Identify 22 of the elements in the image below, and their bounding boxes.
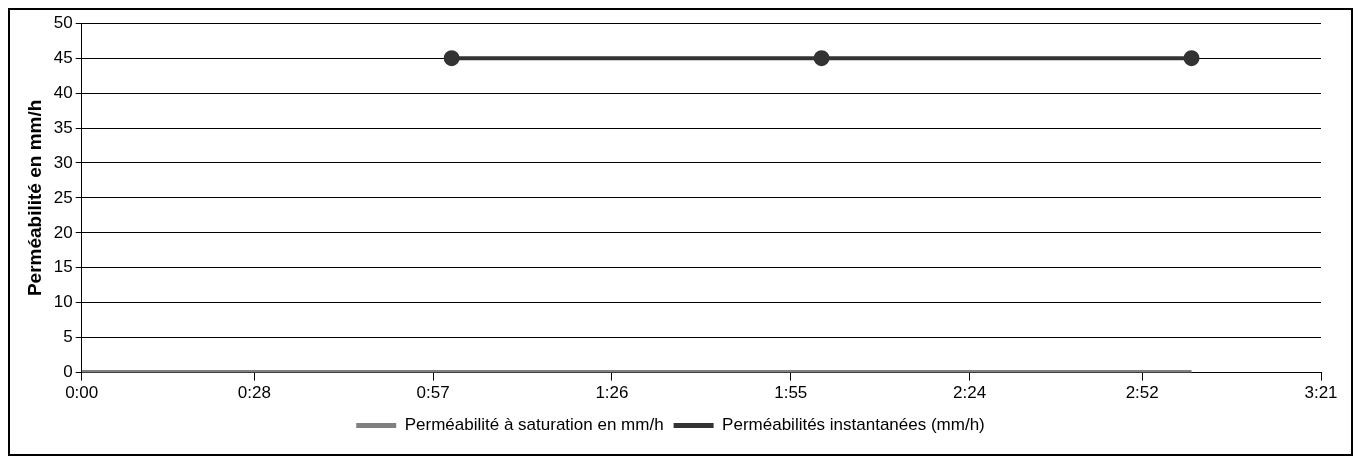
- x-tick-label: 3:21: [1304, 383, 1338, 403]
- y-tick-label: 0: [63, 362, 73, 382]
- x-tick-label: 2:24: [953, 383, 987, 403]
- y-tick-label: 30: [53, 152, 73, 172]
- x-tick-label: 0:57: [416, 383, 450, 403]
- legend-label: Perméabilités instantanées (mm/h): [722, 415, 985, 435]
- y-tick-label: 15: [53, 257, 73, 277]
- x-tick-label: 0:28: [237, 383, 271, 403]
- y-tick-label: 40: [53, 82, 73, 102]
- x-tick-label: 0:00: [65, 383, 99, 403]
- x-tick-label: 1:26: [595, 383, 629, 403]
- x-tick-label: 1:55: [774, 383, 808, 403]
- y-tick-label: 20: [53, 222, 73, 242]
- x-tick-label: 2:52: [1125, 383, 1159, 403]
- y-tick-label: 10: [53, 292, 73, 312]
- y-tick-label: 50: [53, 12, 73, 32]
- y-tick-label: 5: [63, 327, 73, 347]
- y-tick-label: 45: [53, 47, 73, 67]
- y-axis-title: Perméabilité en mm/h: [23, 99, 45, 297]
- legend-label: Perméabilité à saturation en mm/h: [404, 415, 664, 435]
- y-tick-label: 35: [53, 117, 73, 137]
- y-tick-label: 25: [53, 187, 73, 207]
